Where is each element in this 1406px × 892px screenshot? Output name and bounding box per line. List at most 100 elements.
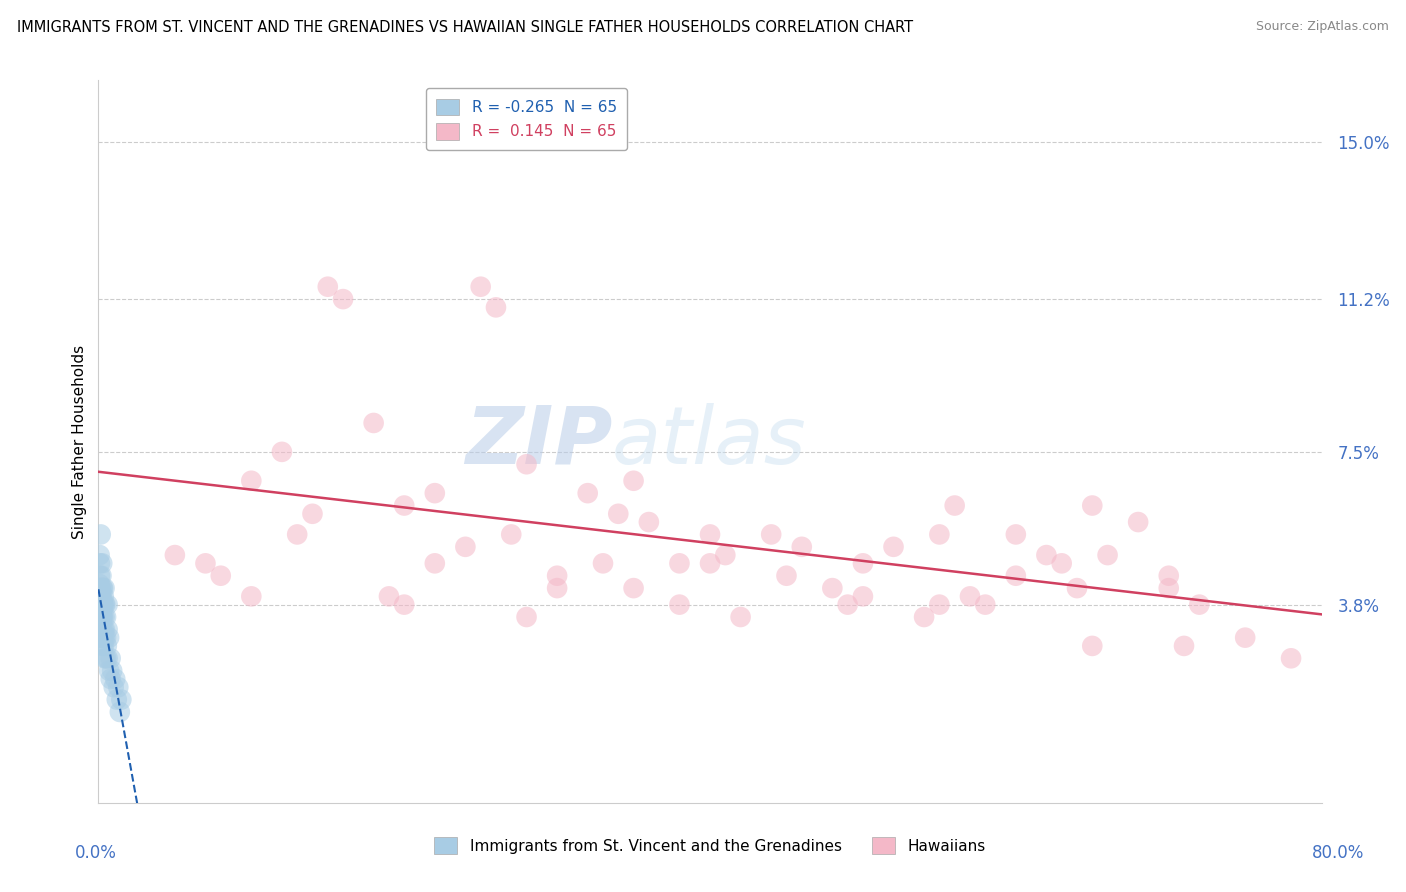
Point <box>89 598 111 612</box>
Point <box>100 651 122 665</box>
Point <box>100 672 122 686</box>
Point <box>883 540 905 554</box>
Point <box>90 631 112 645</box>
Point <box>240 590 263 604</box>
Point <box>91 557 114 571</box>
Point <box>94 623 117 637</box>
Point <box>852 590 875 604</box>
Point <box>89 577 111 591</box>
Point <box>209 568 232 582</box>
Point <box>1035 548 1057 562</box>
Point <box>90 598 112 612</box>
Point <box>89 568 111 582</box>
Point <box>423 557 446 571</box>
Point <box>93 581 115 595</box>
Point <box>592 557 614 571</box>
Point <box>103 680 125 694</box>
Point <box>959 590 981 604</box>
Point <box>1157 568 1180 582</box>
Point <box>110 692 132 706</box>
Point <box>87 598 110 612</box>
Point <box>91 610 114 624</box>
Point <box>105 692 128 706</box>
Point <box>240 474 263 488</box>
Point <box>104 672 127 686</box>
Point <box>485 301 508 315</box>
Point <box>194 557 217 571</box>
Point <box>97 598 120 612</box>
Text: IMMIGRANTS FROM ST. VINCENT AND THE GRENADINES VS HAWAIIAN SINGLE FATHER HOUSEHO: IMMIGRANTS FROM ST. VINCENT AND THE GREN… <box>17 20 912 35</box>
Point <box>89 590 111 604</box>
Point <box>928 598 950 612</box>
Point <box>98 664 121 678</box>
Point <box>89 598 111 612</box>
Y-axis label: Single Father Households: Single Father Households <box>72 344 87 539</box>
Point <box>943 499 966 513</box>
Point <box>90 610 112 624</box>
Point <box>623 581 645 595</box>
Text: Source: ZipAtlas.com: Source: ZipAtlas.com <box>1256 20 1389 33</box>
Point <box>93 590 115 604</box>
Point <box>98 631 121 645</box>
Point <box>1004 527 1026 541</box>
Point <box>392 499 416 513</box>
Point <box>90 568 112 582</box>
Point <box>699 527 721 541</box>
Point <box>1234 631 1257 645</box>
Point <box>107 680 129 694</box>
Point <box>1066 581 1088 595</box>
Point <box>90 581 112 595</box>
Point <box>91 581 114 595</box>
Point <box>637 515 661 529</box>
Point <box>93 623 115 637</box>
Point <box>96 639 118 653</box>
Point <box>108 705 131 719</box>
Point <box>89 548 111 562</box>
Point <box>1157 581 1180 595</box>
Point <box>89 623 111 637</box>
Point <box>91 598 114 612</box>
Point <box>89 590 111 604</box>
Point <box>730 610 752 624</box>
Point <box>668 598 690 612</box>
Point <box>163 548 186 562</box>
Point <box>1279 651 1302 665</box>
Point <box>392 598 416 612</box>
Point <box>89 618 111 632</box>
Point <box>454 540 477 554</box>
Point <box>93 631 115 645</box>
Point <box>852 557 875 571</box>
Point <box>101 664 124 678</box>
Point <box>316 279 339 293</box>
Point <box>91 581 114 595</box>
Point <box>928 527 950 541</box>
Point <box>1081 639 1104 653</box>
Point <box>91 598 114 612</box>
Point <box>91 631 114 645</box>
Point <box>546 581 568 595</box>
Point <box>90 527 112 541</box>
Point <box>1188 598 1211 612</box>
Point <box>90 590 112 604</box>
Text: 80.0%: 80.0% <box>1312 844 1365 862</box>
Point <box>516 457 538 471</box>
Point <box>91 610 114 624</box>
Point <box>821 581 844 595</box>
Point <box>501 527 523 541</box>
Point <box>301 507 323 521</box>
Point <box>1050 557 1073 571</box>
Point <box>423 486 446 500</box>
Text: ZIP: ZIP <box>465 402 612 481</box>
Point <box>90 631 112 645</box>
Text: atlas: atlas <box>612 402 807 481</box>
Point <box>607 507 630 521</box>
Point <box>270 445 292 459</box>
Point <box>89 557 111 571</box>
Point <box>285 527 308 541</box>
Point <box>837 598 859 612</box>
Point <box>89 610 111 624</box>
Point <box>912 610 935 624</box>
Point <box>332 292 354 306</box>
Point <box>1004 568 1026 582</box>
Legend: Immigrants from St. Vincent and the Grenadines, Hawaiians: Immigrants from St. Vincent and the Gren… <box>429 831 991 860</box>
